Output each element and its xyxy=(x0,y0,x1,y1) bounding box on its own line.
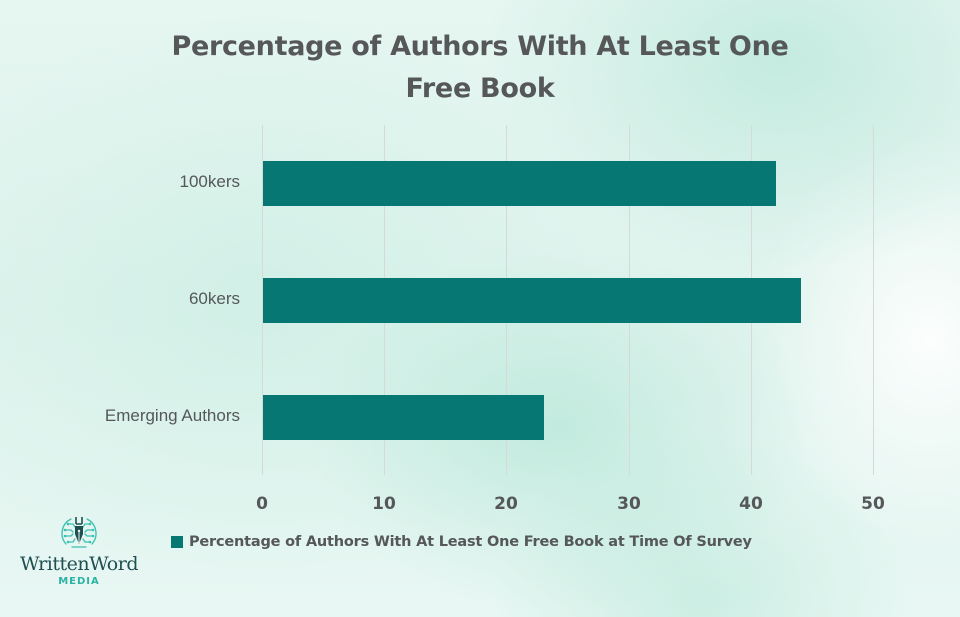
x-tick-0: 0 xyxy=(256,494,268,514)
legend-swatch xyxy=(171,536,183,548)
x-tick-20: 20 xyxy=(494,494,518,514)
category-label-60kers: 60kers xyxy=(188,289,240,308)
x-tick-30: 30 xyxy=(617,494,641,514)
chart-title-line-1: Percentage of Authors With At Least One xyxy=(171,31,789,62)
chart-title: Percentage of Authors With At Least One … xyxy=(150,26,810,110)
legend: Percentage of Authors With At Least One … xyxy=(171,534,752,550)
chart-title-line-2: Free Book xyxy=(405,73,555,104)
legend-label: Percentage of Authors With At Least One … xyxy=(189,534,752,550)
gridline-0 xyxy=(262,125,263,475)
x-tick-10: 10 xyxy=(372,494,396,514)
gridline-50 xyxy=(873,125,874,475)
bar-100kers xyxy=(263,161,777,206)
pen-nib-circuit-icon xyxy=(61,517,97,548)
category-label-100kers: 100kers xyxy=(179,172,240,191)
writtenword-logo: WrittenWord MEDIA xyxy=(12,514,146,588)
x-tick-40: 40 xyxy=(739,494,763,514)
logo-wordmark: WrittenWord xyxy=(19,553,139,575)
bar-emerging-authors xyxy=(263,395,545,440)
bar-60kers xyxy=(263,278,801,323)
x-tick-50: 50 xyxy=(861,494,885,514)
category-label-emerging-authors: Emerging Authors xyxy=(104,406,240,425)
plot-area xyxy=(262,125,874,475)
logo-media-text: MEDIA xyxy=(58,576,100,587)
